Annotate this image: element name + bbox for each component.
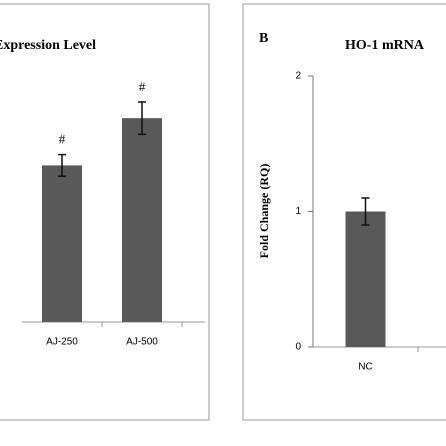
bar: [122, 118, 162, 323]
annotation: #: [59, 132, 66, 147]
bar: [42, 165, 82, 322]
y-axis-label: Fold Change (RQ): [257, 164, 271, 259]
panel-frame: [0, 3, 210, 421]
y-tick-label: 2: [295, 71, 301, 82]
bar: [345, 211, 386, 347]
y-tick-label: 0: [295, 342, 301, 353]
panel-label: B: [259, 31, 268, 46]
y-tick-label: 1: [295, 206, 301, 217]
annotation: #: [139, 79, 146, 94]
x-tick-label: NC: [358, 362, 372, 373]
chart-title: Expression Level: [0, 38, 96, 53]
panel-frame: [242, 3, 446, 421]
chart-title: HO-1 mRNA: [345, 38, 425, 53]
x-tick-label: AJ-250: [46, 337, 78, 348]
x-tick-label: AJ-500: [126, 337, 158, 348]
